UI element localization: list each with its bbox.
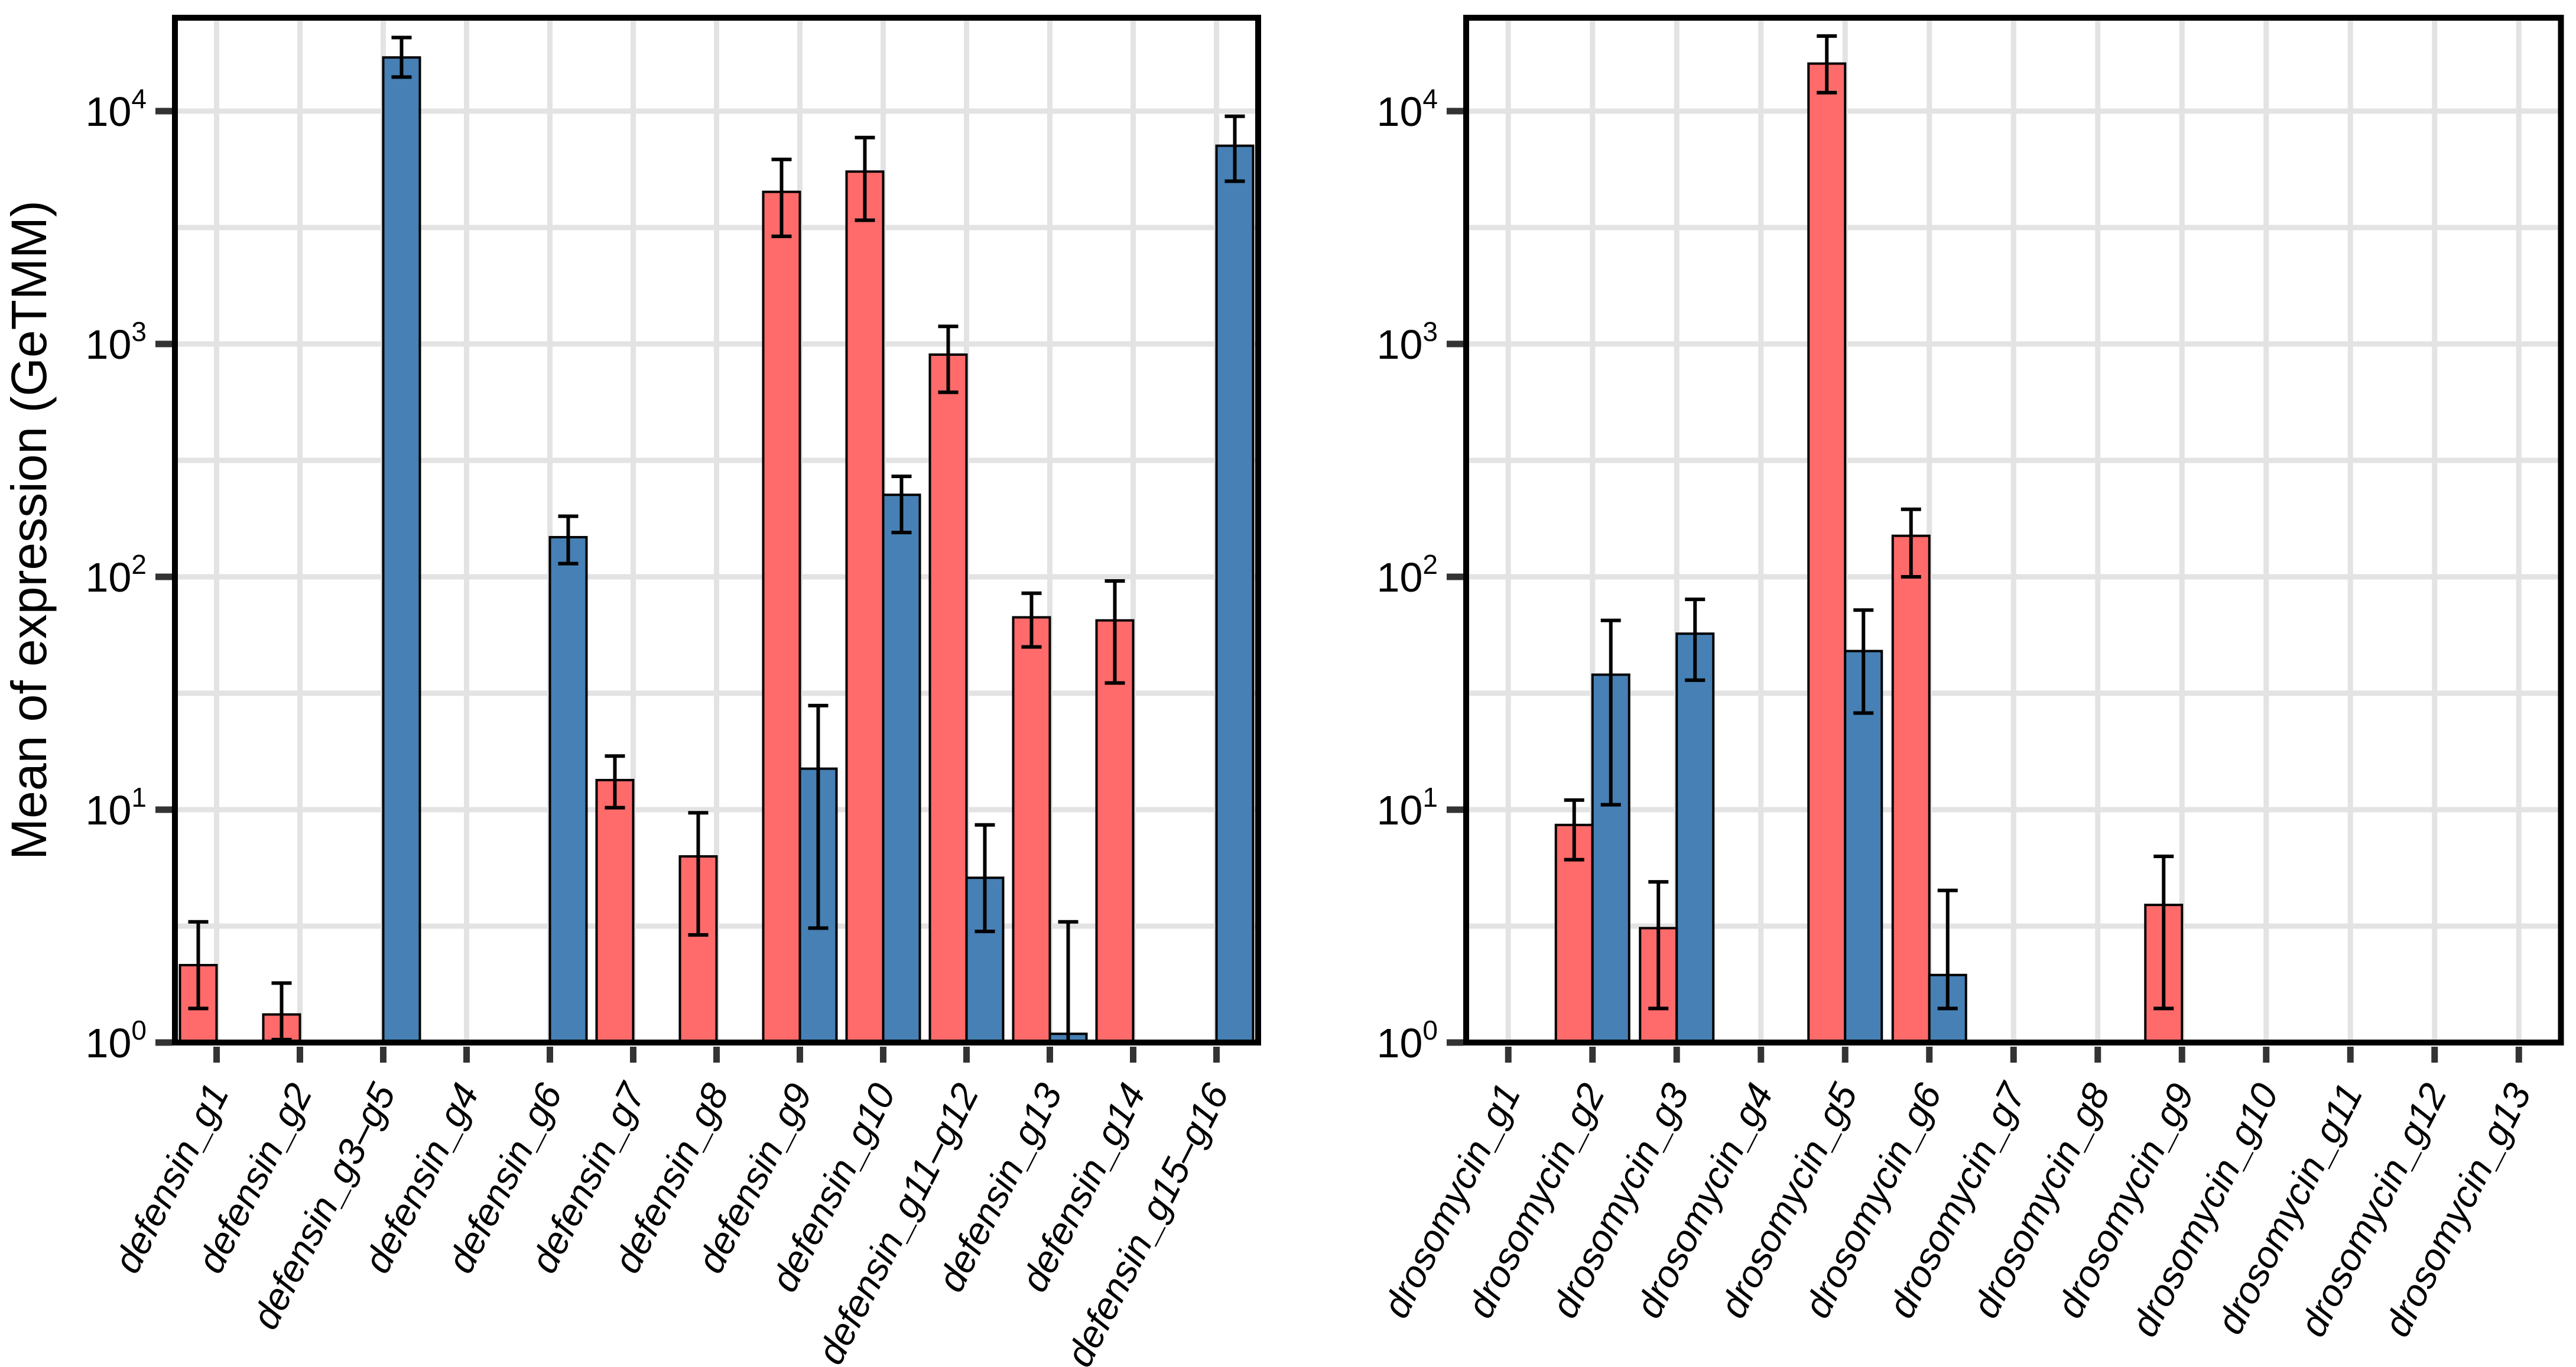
error-bar [271,981,292,1041]
x-tick [1047,1047,1053,1063]
y-tick-label: 101 [86,782,147,833]
error-bar [1648,880,1669,1011]
error-bar [1853,608,1874,715]
x-tick [880,1047,886,1063]
x-tick [2431,1047,2438,1063]
x-tick [2347,1047,2354,1063]
error-bar [1224,114,1245,183]
x-tick [1673,1047,1680,1063]
error-bar [974,823,995,934]
y-tick [155,340,172,348]
error-bar [1105,579,1125,685]
bar-red [845,170,885,1044]
error-bar [1817,34,1837,95]
x-tick [2094,1047,2101,1063]
bar-blue [1844,650,1883,1044]
x-tick [1213,1047,1220,1063]
y-tick-label: 102 [86,549,147,600]
bar-red [762,190,801,1044]
error-bar [808,703,829,930]
x-tick [713,1047,720,1063]
x-tick [2178,1047,2185,1063]
y-tick-label: 103 [86,316,147,368]
x-tick [2263,1047,2270,1063]
error-bar [1937,888,1958,1011]
error-bar [558,514,579,566]
error-bar [855,135,875,222]
y-tick-label: 100 [1377,1015,1438,1066]
y-tick [1447,340,1463,348]
error-bar [1564,798,1584,862]
bar-red [1807,62,1847,1044]
bar-red [1095,619,1135,1044]
y-tick [1447,806,1463,813]
y-tick [155,1039,172,1046]
panel-border [1463,15,2564,1045]
y-axis-title: Mean of expression (GeTMM) [1,200,57,860]
x-tick [463,1047,470,1063]
x-tick [1589,1047,1596,1063]
x-tick [1926,1047,1933,1063]
bar-red [1012,616,1051,1044]
bar-blue [882,493,921,1044]
error-bar [938,324,959,394]
y-tick [1447,573,1463,580]
bar-red [928,353,968,1044]
x-tick [297,1047,303,1063]
error-bar [1901,507,1921,579]
y-tick [155,573,172,580]
error-bar [188,920,209,1011]
error-bar [1685,598,1706,682]
x-tick [547,1047,553,1063]
y-tick-label: 103 [1377,316,1438,368]
y-tick [1447,1039,1463,1046]
x-tick [1505,1047,1512,1063]
y-tick-label: 102 [1377,549,1438,600]
error-bar [1021,591,1042,649]
x-tick [1130,1047,1136,1063]
bar-blue [382,56,421,1044]
error-bar [2153,855,2174,1011]
error-bar [891,475,912,535]
bar-red [1891,534,1931,1044]
y-tick [155,108,172,115]
error-bar [391,35,412,79]
x-tick [1758,1047,1765,1063]
y-tick-label: 101 [1377,782,1438,833]
x-tick [380,1047,386,1063]
bar-blue [548,535,588,1044]
x-tick [630,1047,636,1063]
y-tick-label: 100 [86,1015,147,1066]
x-tick [963,1047,970,1063]
error-bar [1600,618,1621,807]
bar-blue [1215,144,1255,1044]
y-tick [155,806,172,813]
x-tick [213,1047,220,1063]
x-tick [1841,1047,1849,1063]
panel-border [172,15,1261,1045]
x-tick [2515,1047,2522,1063]
bar-blue [1675,632,1715,1044]
x-tick [797,1047,803,1063]
y-tick-label: 104 [86,83,147,135]
error-bar [771,157,792,238]
error-bar [688,811,709,937]
bar-red [595,778,635,1044]
x-tick [2010,1047,2017,1063]
y-tick-label: 104 [1377,83,1438,135]
error-bar [605,754,625,810]
y-tick [1447,108,1463,115]
